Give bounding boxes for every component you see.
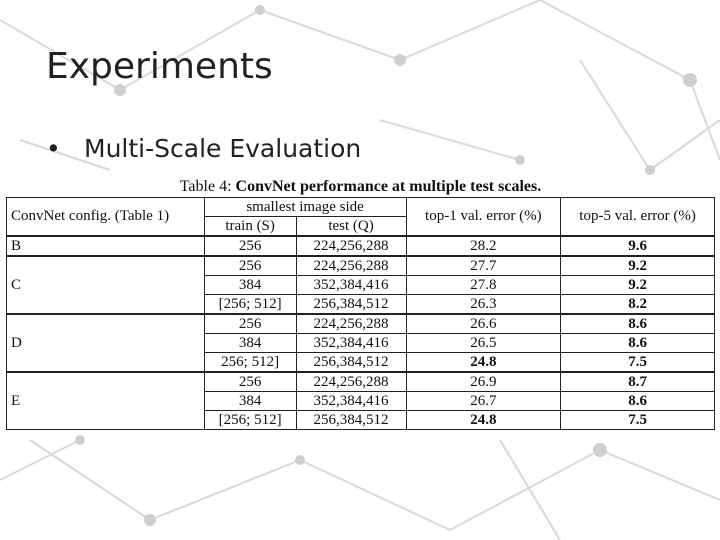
- cell-top5: 8.6: [560, 391, 715, 411]
- bullet-text: Multi-Scale Evaluation: [84, 134, 362, 163]
- cell-top5: 9.2: [560, 255, 715, 276]
- cell-test: 224,256,288: [295, 235, 407, 257]
- cell-test: 352,384,416: [295, 391, 407, 411]
- cell-top1: 26.9: [405, 371, 562, 392]
- cell-test: 256,384,512: [295, 352, 407, 373]
- cell-top5: 8.2: [560, 294, 715, 315]
- caption-prefix: Table 4:: [179, 178, 236, 195]
- caption-title: ConvNet performance at multiple test sca…: [235, 178, 542, 195]
- cell-top1: 26.7: [405, 391, 562, 411]
- cell-top1: 26.3: [405, 294, 562, 315]
- table-row: 256; 512] 256,384,512 24.8 7.5: [7, 352, 715, 373]
- cell-top1: 27.7: [405, 255, 562, 276]
- cell-train: [256; 512]: [203, 410, 297, 430]
- cell-top1: 26.5: [405, 333, 562, 353]
- cell-test: 224,256,288: [295, 371, 407, 392]
- header-test: test (Q): [295, 216, 407, 237]
- cell-test: 224,256,288: [295, 313, 407, 334]
- table-panel: Table 4: ConvNet performance at multiple…: [6, 178, 715, 430]
- cell-top1: 26.6: [405, 313, 562, 334]
- cell-test: 352,384,416: [295, 275, 407, 295]
- table-row: C 256 224,256,288 27.7 9.2: [6, 255, 715, 315]
- cell-train: [256; 512]: [203, 294, 297, 315]
- cell-top1: 24.8: [405, 352, 562, 373]
- cell-config: E: [6, 371, 205, 430]
- bullet-item: • Multi-Scale Evaluation: [46, 134, 361, 163]
- table-row: 384 352,384,416 26.5 8.6: [7, 333, 715, 353]
- cell-top5: 9.2: [560, 275, 715, 295]
- table-caption: Table 4: ConvNet performance at multiple…: [6, 178, 715, 198]
- table-row: [256; 512] 256,384,512 26.3 8.2: [7, 294, 715, 315]
- header-train: train (S): [203, 216, 297, 237]
- header-smallest-side: smallest image side: [203, 197, 407, 217]
- cell-top5: 8.6: [560, 313, 715, 334]
- header-top1: top-1 val. error (%): [405, 197, 562, 237]
- cell-train: 256: [203, 235, 297, 257]
- cell-test: 256,384,512: [295, 410, 407, 430]
- cell-top1: 28.2: [405, 235, 562, 257]
- header-top5: top-5 val. error (%): [560, 197, 715, 237]
- cell-train: 256: [203, 371, 297, 392]
- bullet-dot: •: [46, 134, 61, 163]
- table-row: D 256 224,256,288 26.6 8.6: [6, 313, 715, 373]
- cell-config: D: [6, 313, 205, 373]
- cell-train: 256; 512]: [203, 352, 297, 373]
- cell-config: C: [6, 255, 205, 315]
- slide-title: Experiments: [46, 46, 273, 87]
- cell-top5: 9.6: [560, 235, 715, 257]
- cell-train: 384: [203, 391, 297, 411]
- cell-test: 352,384,416: [295, 333, 407, 353]
- cell-top1: 27.8: [405, 275, 562, 295]
- cell-config: B: [6, 235, 205, 257]
- header-config: ConvNet config. (Table 1): [6, 197, 205, 237]
- cell-train: 384: [203, 275, 297, 295]
- cell-top5: 7.5: [560, 352, 715, 373]
- cell-test: 224,256,288: [295, 255, 407, 276]
- cell-top1: 24.8: [405, 410, 562, 430]
- cell-train: 256: [203, 255, 297, 276]
- table-row: 384 352,384,416 27.8 9.2: [7, 275, 715, 295]
- cell-train: 256: [203, 313, 297, 334]
- table-row: [256; 512] 256,384,512 24.8 7.5: [7, 410, 715, 430]
- cell-test: 256,384,512: [295, 294, 407, 315]
- cell-train: 384: [203, 333, 297, 353]
- results-table: ConvNet config. (Table 1) smallest image…: [6, 197, 715, 430]
- table-row: B 256 224,256,288 28.2 9.6: [6, 235, 715, 257]
- table-row: E 256 224,256,288 26.9 8.7: [6, 371, 715, 430]
- cell-top5: 8.6: [560, 333, 715, 353]
- cell-top5: 8.7: [560, 371, 715, 392]
- cell-top5: 7.5: [560, 410, 715, 430]
